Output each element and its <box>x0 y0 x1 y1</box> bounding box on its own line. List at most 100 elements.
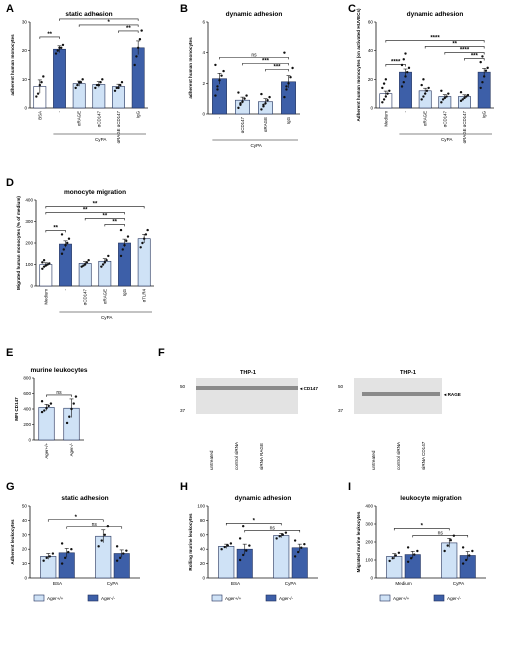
data-point <box>229 542 233 545</box>
category-label: - <box>217 116 222 118</box>
panel-letter-c: C <box>348 3 356 15</box>
data-point <box>445 95 448 98</box>
group-label: CyPA <box>101 315 113 320</box>
data-point <box>410 557 413 560</box>
data-point <box>260 108 263 111</box>
y-tick-label: 0 <box>202 112 205 117</box>
legend-label: Ager-/- <box>447 596 462 601</box>
data-point <box>113 89 117 93</box>
band-label: ◂ RAGE <box>443 392 461 397</box>
data-point <box>140 29 143 32</box>
chart-static-adhesion-murine: static adhesion 0 10 20 30 40 50 Adherent leuko… <box>10 495 140 602</box>
significance-bracket <box>39 36 60 39</box>
significance-label: * <box>107 20 110 26</box>
significance-bracket <box>444 52 485 55</box>
significance-label: *** <box>262 59 270 65</box>
data-point <box>41 267 44 270</box>
data-point <box>103 261 107 264</box>
data-point <box>283 51 286 54</box>
significance-bracket <box>244 530 301 533</box>
bar <box>113 553 130 579</box>
bar <box>131 47 145 109</box>
data-point <box>60 562 64 565</box>
bar <box>137 238 151 287</box>
data-point <box>266 99 269 102</box>
significance-bracket <box>118 30 139 33</box>
legend-swatch <box>433 594 445 602</box>
category-label: Medium <box>395 581 412 586</box>
data-point <box>36 92 40 95</box>
data-point <box>42 265 46 268</box>
marker-50: 50 <box>180 384 186 389</box>
legend-label: Ager+/+ <box>47 596 64 601</box>
significance-label: ** <box>126 26 131 32</box>
data-point <box>459 91 463 94</box>
significance-bracket <box>59 18 139 21</box>
data-point <box>481 81 484 84</box>
y-tick-label: 0 <box>202 576 205 581</box>
data-point <box>146 228 149 232</box>
data-point <box>461 98 464 101</box>
group-label: CyPA <box>250 143 262 148</box>
data-point <box>47 404 50 408</box>
significance-bracket <box>412 535 469 538</box>
significance-bracket <box>393 528 450 531</box>
data-point <box>123 243 126 247</box>
data-point <box>291 66 294 70</box>
y-tick-label: 2 <box>202 81 205 86</box>
data-point <box>97 83 101 87</box>
data-point <box>62 248 65 251</box>
chart-dynamic-adhesion-murine: dynamic adhesion 0 20 40 60 80 100 Rolling muri… <box>188 495 318 602</box>
category-label: - <box>403 110 408 112</box>
bar <box>59 243 72 287</box>
data-point <box>285 88 288 91</box>
data-point <box>81 78 84 81</box>
y-tick-label: 600 <box>23 391 31 396</box>
legend-label: Ager-/- <box>279 596 294 601</box>
data-point <box>133 63 136 67</box>
data-point <box>74 395 78 398</box>
data-point <box>119 83 122 87</box>
y-tick-label: 200 <box>365 540 373 545</box>
significance-label: *** <box>273 65 281 71</box>
data-point <box>446 544 449 547</box>
bar <box>218 546 235 579</box>
data-point <box>85 261 89 264</box>
data-point <box>72 402 75 405</box>
significance-label: **** <box>391 60 401 66</box>
panel-letter-i: I <box>348 481 351 493</box>
data-point <box>449 539 452 542</box>
data-point <box>122 552 125 555</box>
chart-murine-leukocytes-cd147: murine leukocytes 0 200 400 600 800 MFI CD147 A… <box>14 367 88 459</box>
panel-letter-g: G <box>6 481 15 493</box>
data-point <box>101 263 105 266</box>
data-point <box>79 81 83 84</box>
data-point <box>54 52 58 55</box>
bar <box>40 556 57 579</box>
chart-monocyte-migration: monocyte migration 0 100 200 300 400 Migrated … <box>16 189 154 320</box>
panel-letter-d: D <box>6 177 14 189</box>
data-point <box>216 85 219 88</box>
data-point <box>268 95 271 99</box>
data-point <box>121 248 124 251</box>
category-label: - <box>57 110 62 112</box>
category-label: BSA <box>37 111 42 120</box>
significance-bracket <box>464 58 485 61</box>
y-tick-label: 30 <box>22 20 28 25</box>
data-point <box>481 55 484 58</box>
significance-bracket <box>424 46 485 49</box>
legend-swatch <box>33 594 45 602</box>
bar <box>441 542 458 579</box>
data-point <box>382 98 386 101</box>
chart-title: static adhesion <box>65 11 112 18</box>
category-label: IgG <box>286 116 291 124</box>
data-point <box>237 106 240 110</box>
y-tick-label: 0 <box>30 284 33 289</box>
category-label: CyPA <box>453 581 465 586</box>
data-point <box>41 261 44 264</box>
y-tick-label: 40 <box>200 547 206 552</box>
data-point <box>115 545 119 548</box>
data-point <box>67 550 70 554</box>
data-point <box>443 96 447 100</box>
data-point <box>281 533 284 536</box>
